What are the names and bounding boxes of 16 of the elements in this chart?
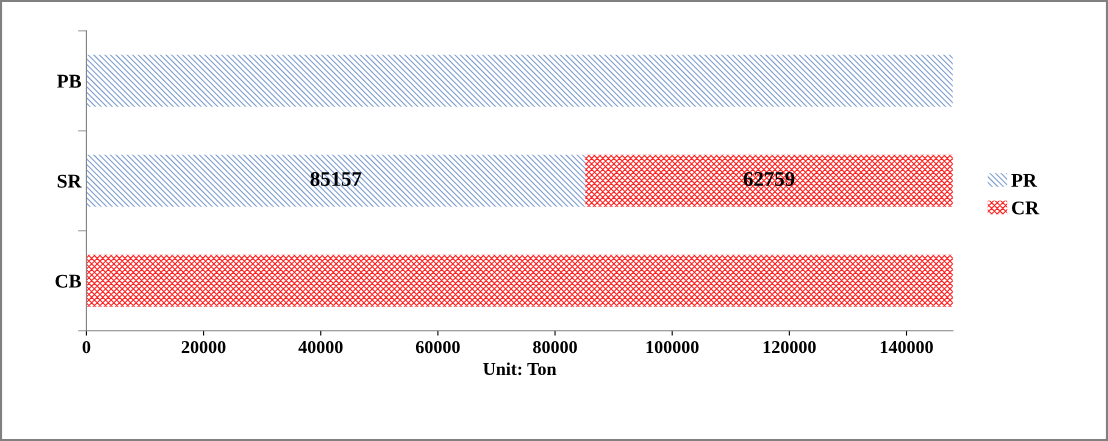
x-tick-label: 140000: [880, 340, 933, 354]
x-tick-label: 40000: [298, 340, 343, 354]
x-tick-label: 120000: [763, 340, 816, 354]
legend-label: PR: [1011, 174, 1038, 187]
x-tick-label: 0: [82, 340, 91, 354]
y-tick-label: CB: [55, 274, 82, 288]
x-tick-label: 100000: [646, 340, 699, 354]
y-tick-label: SR: [57, 174, 82, 188]
y-tick-label: PB: [57, 74, 82, 88]
x-tick-label: 60000: [415, 340, 460, 354]
legend-label: CR: [1011, 201, 1040, 215]
data-label: 85157: [310, 171, 362, 187]
data-label: 62759: [743, 172, 795, 187]
x-axis-title: Unit: Ton: [483, 362, 557, 376]
x-tick-label: 80000: [533, 340, 577, 354]
x-tick-label: 20000: [181, 340, 226, 354]
